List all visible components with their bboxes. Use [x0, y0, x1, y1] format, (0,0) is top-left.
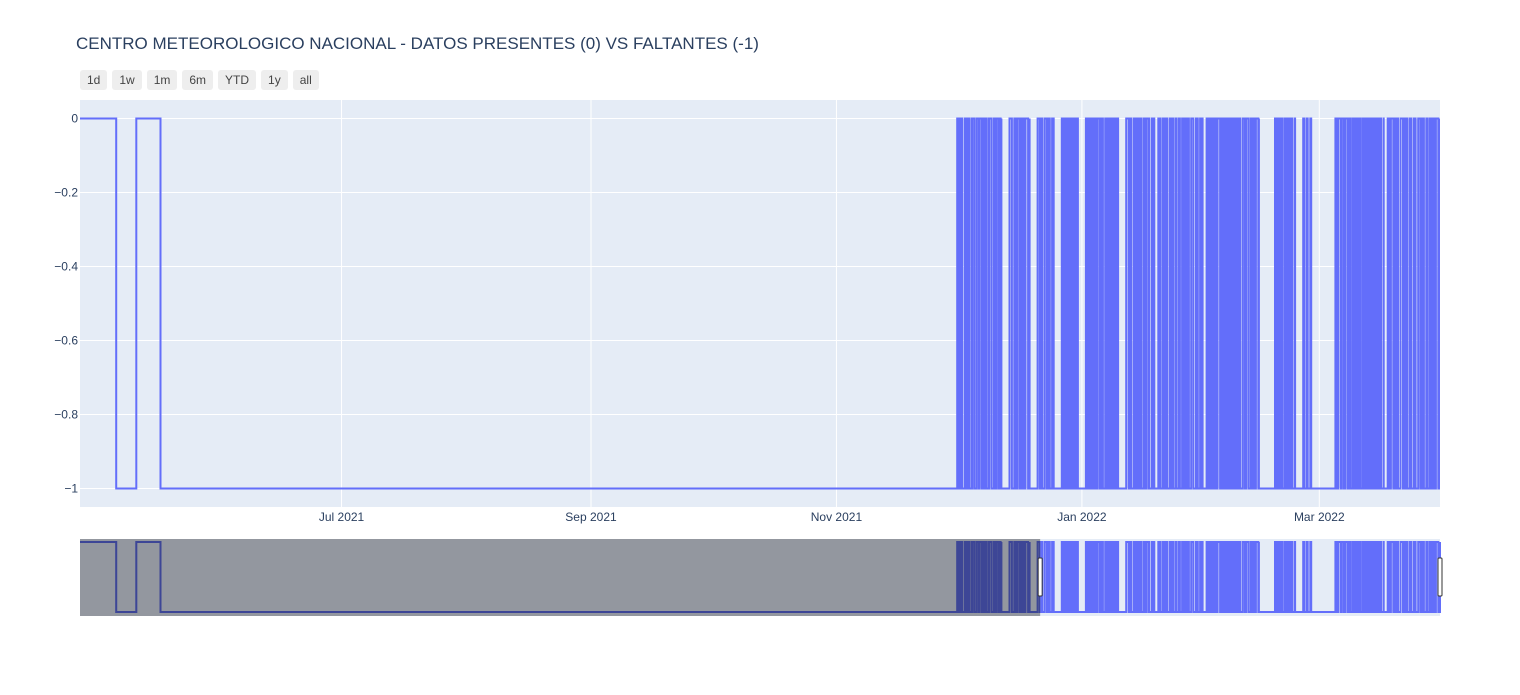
- range-selector: 1d 1w 1m 6m YTD 1y all: [80, 70, 324, 90]
- x-tick-label: Jan 2022: [1057, 510, 1107, 524]
- rangeslider-mask: [80, 539, 1041, 616]
- rangeslider-line-masked: [80, 541, 1041, 613]
- rangeslider-left-handle[interactable]: [1037, 557, 1043, 597]
- range-button-ytd[interactable]: YTD: [218, 70, 257, 90]
- x-tick-label: Sep 2021: [565, 510, 617, 524]
- x-tick-label: Jul 2021: [319, 510, 365, 524]
- y-tick-label: −1: [64, 482, 78, 496]
- y-tick-label: −0.2: [54, 186, 78, 200]
- y-tick-label: −0.4: [54, 260, 78, 274]
- range-button-6m[interactable]: 6m: [182, 70, 214, 90]
- range-button-1d[interactable]: 1d: [80, 70, 108, 90]
- chart-title: CENTRO METEOROLOGICO NACIONAL - DATOS PR…: [76, 34, 759, 53]
- range-button-1w[interactable]: 1w: [112, 70, 142, 90]
- y-tick-label: −0.6: [54, 334, 78, 348]
- series-line: [80, 117, 1440, 490]
- rangeslider-right-handle[interactable]: [1437, 557, 1443, 597]
- y-tick-label: 0: [71, 112, 78, 126]
- range-button-all[interactable]: all: [292, 70, 319, 90]
- x-tick-label: Mar 2022: [1294, 510, 1345, 524]
- y-tick-label: −0.8: [54, 408, 78, 422]
- x-tick-label: Nov 2021: [811, 510, 863, 524]
- range-button-1m[interactable]: 1m: [146, 70, 178, 90]
- range-button-1y[interactable]: 1y: [261, 70, 288, 90]
